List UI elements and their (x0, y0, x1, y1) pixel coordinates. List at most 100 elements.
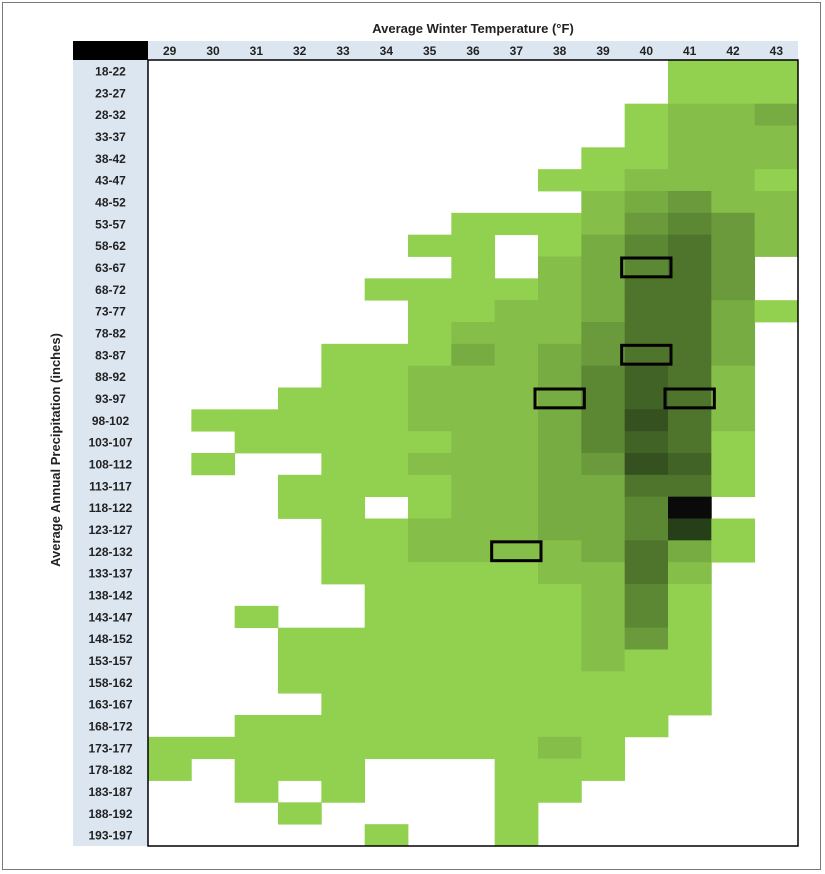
heatmap-cell (364, 431, 409, 454)
heatmap-cell (668, 343, 712, 367)
heatmap-cell (278, 431, 322, 454)
heatmap-cell (408, 300, 452, 323)
heatmap-cell (754, 169, 799, 192)
heatmap-cell (451, 562, 496, 585)
heatmap-cell (234, 605, 279, 629)
heatmap-cell (538, 453, 582, 476)
heatmap-cell (668, 453, 712, 476)
heatmap-cell (494, 671, 539, 694)
heatmap-cell (364, 736, 409, 760)
heatmap-cell (754, 234, 799, 257)
heatmap-cell (494, 496, 539, 519)
heatmap-cell (321, 474, 366, 498)
heatmap-cell (668, 256, 712, 279)
heatmap-cell (494, 780, 539, 803)
heatmap-cell (494, 562, 539, 585)
y-tick-label: 148-152 (88, 632, 132, 646)
heatmap-cell (668, 562, 712, 585)
heatmap-cell (711, 300, 756, 323)
heatmap-cell (408, 649, 452, 672)
x-tick-label: 33 (336, 44, 350, 58)
x-tick-label: 29 (163, 44, 177, 58)
heatmap-cell (278, 802, 322, 825)
heatmap-cell (581, 343, 626, 367)
y-tick-label: 38-42 (95, 152, 126, 166)
heatmap-cell (581, 584, 626, 607)
y-tick-label: 103-107 (88, 436, 132, 450)
heatmap-cell (538, 671, 582, 694)
heatmap-cell (321, 431, 366, 454)
heatmap-cell (668, 278, 712, 301)
heatmap-cell (711, 540, 756, 563)
x-tick-label: 32 (293, 44, 307, 58)
heatmap-cell (668, 103, 712, 126)
heatmap-cell (408, 518, 452, 541)
y-tick-label: 128-132 (88, 545, 132, 559)
heatmap-cell (148, 736, 192, 760)
heatmap-cell (711, 81, 756, 105)
heatmap-cell (451, 496, 496, 519)
y-tick-label: 108-112 (89, 457, 133, 471)
heatmap-cell (321, 780, 366, 803)
heatmap-cell (494, 584, 539, 607)
heatmap-cell (451, 387, 496, 410)
heatmap-cell (624, 300, 669, 323)
heatmap-cell (668, 81, 712, 105)
heatmap-cell (321, 649, 366, 672)
heatmap-cell (711, 431, 756, 454)
heatmap-cell (494, 758, 539, 781)
heatmap-cell (494, 540, 539, 563)
heatmap-cell (278, 387, 322, 410)
heatmap-cell (711, 60, 756, 83)
heatmap-cell (624, 562, 669, 585)
heatmap-cell (451, 234, 496, 257)
heatmap-cell (364, 562, 409, 585)
heatmap-cell (408, 474, 452, 498)
heatmap-cell (451, 605, 496, 629)
heatmap-cell (494, 365, 539, 388)
heatmap-cell (451, 715, 496, 738)
heatmap-cell (321, 627, 366, 650)
heatmap-cell (234, 780, 279, 803)
heatmap-cell (538, 562, 582, 585)
highlight-box (620, 343, 673, 366)
heatmap-cell (668, 234, 712, 257)
heatmap-cell (624, 540, 669, 563)
heatmap-cell (408, 496, 452, 519)
highlight-box (490, 540, 543, 563)
heatmap-cell (668, 409, 712, 432)
heatmap-cell (711, 365, 756, 388)
heatmap-cell (234, 431, 279, 454)
y-tick-label: 118-122 (89, 501, 133, 515)
heatmap-cell (148, 758, 192, 781)
heatmap-cell (494, 824, 539, 847)
heatmap-cell (624, 278, 669, 301)
heatmap-cell (451, 343, 496, 367)
x-tick-label: 31 (250, 44, 264, 58)
heatmap-cell (624, 496, 669, 519)
heatmap-cell (581, 191, 626, 214)
heatmap-cell (624, 212, 669, 236)
y-tick-label: 23-27 (95, 86, 126, 100)
heatmap-cell (624, 453, 669, 476)
heatmap-cell (321, 409, 366, 432)
heatmap-cell (364, 387, 409, 410)
heatmap-cell (364, 278, 409, 301)
heatmap-cell (624, 147, 669, 170)
x-tick-label: 41 (683, 44, 697, 58)
heatmap-cell (754, 125, 799, 148)
heatmap-cell (451, 736, 496, 760)
heatmap-cell (451, 256, 496, 279)
heatmap-cell (668, 649, 712, 672)
heatmap-cell (624, 322, 669, 345)
heatmap-cell (408, 278, 452, 301)
heatmap-cell (321, 736, 366, 760)
heatmap-cell (451, 300, 496, 323)
heatmap-cell (278, 627, 322, 650)
heatmap-cell (711, 191, 756, 214)
heatmap-cell (624, 169, 669, 192)
heatmap-cell (451, 474, 496, 498)
heatmap-cell (364, 715, 409, 738)
heatmap-cell (581, 715, 626, 738)
heatmap-cell (624, 256, 669, 279)
